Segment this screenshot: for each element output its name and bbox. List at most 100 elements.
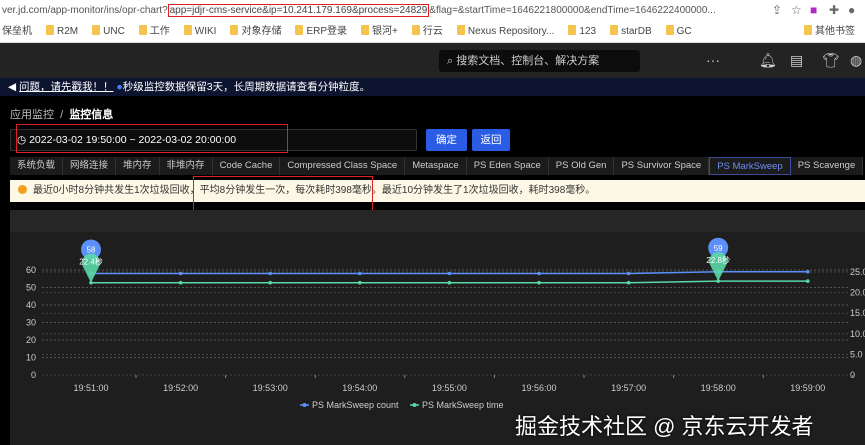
y-right-tick-label: 15.0 [850,308,865,318]
x-tick-label: 19:54:00 [342,383,377,393]
bookmark-item[interactable]: starDB [610,21,652,42]
folder-icon [610,25,619,35]
bookmark-item[interactable]: UNC [92,21,125,42]
url-highlight: app=jdjr-cms-service&ip=10.241.179.169&p… [167,4,430,17]
data-point [716,279,720,283]
bookmark-item[interactable]: 工作 [138,21,170,42]
dot-icon: ● [116,81,123,93]
tab-item[interactable]: Compressed Class Space [280,157,406,175]
legend-label: PS MarkSweep count [312,400,399,410]
bookmark-item[interactable]: 123 [568,21,596,42]
y-left-tick-label: 40 [26,300,36,310]
bookmark-item[interactable]: GC [665,21,692,42]
document-icon[interactable]: ▤ [790,52,804,68]
legend-dot [412,403,417,407]
address-bar[interactable]: ver.jd.com/app-monitor/ins/opr-chart? app… [0,0,865,21]
tab-item[interactable]: PS MarkSweep [709,157,791,175]
data-point [537,280,541,285]
data-point [268,271,273,276]
profile-icon[interactable]: ● [848,3,856,17]
highlight-box [193,176,373,212]
max-marker [708,237,729,258]
clock-icon: ◷ [17,134,30,146]
bookmark-item[interactable]: ERP登录 [295,21,347,42]
folder-icon [138,25,147,35]
folder-icon [568,25,577,35]
data-point [806,269,810,274]
data-point [626,271,631,276]
x-tick-label: 19:55:00 [432,383,467,393]
back-button[interactable]: 返回 [472,129,510,151]
breadcrumb-parent[interactable]: 应用监控 [10,109,54,121]
bookmark-item[interactable]: 对象存储 [230,21,281,42]
notice-text: 秒级监控数据保留3天，长周期数据请查看分钟粒度。 [122,81,371,93]
more-icon[interactable]: ··· [706,52,720,68]
url-prefix: ver.jd.com/app-monitor/ins/opr-chart? [2,5,168,16]
folder-icon [46,25,54,35]
bookmark-item[interactable]: WIKI [183,21,216,42]
notice-link[interactable]: 问题，请先戳我！！ [19,81,114,93]
tab-item[interactable]: 堆内存 [116,157,160,175]
bookmark-item[interactable]: 银河+ [361,21,398,42]
x-tick-label: 19:59:00 [790,383,825,393]
tab-item[interactable]: 网络连接 [63,157,117,175]
tab-item[interactable]: PS Eden Space [467,157,549,175]
legend-label: PS MarkSweep time [422,400,504,410]
bookmark-item[interactable]: 其他书签 [804,21,855,42]
puzzle-icon[interactable]: ✚ [829,3,840,17]
marker-label: 22.4秒 [79,257,103,267]
folder-icon [361,25,370,35]
extension-icon[interactable]: ■ [810,3,818,17]
tab-item[interactable]: Metaspace [405,157,467,175]
folder-icon [804,25,812,35]
date-range-picker[interactable]: ◷ 2022-03-02 19:50:00 ~ 2022-03-02 20:00… [10,129,417,151]
y-left-tick-label: 50 [26,283,36,293]
value-marker [82,253,100,283]
value-marker [709,251,728,282]
top-header [0,43,865,78]
bookmark-item[interactable]: R2M [46,21,78,42]
legend-dot [302,403,307,407]
bell-icon[interactable]: 🔔︎ [759,52,777,68]
warning-icon [18,185,27,194]
bookmark-item[interactable]: 保垒机 [2,26,32,37]
data-point [358,280,362,285]
y-right-tick-label: 10.0 [850,329,865,339]
x-tick-label: 19:52:00 [163,383,198,393]
data-point [806,279,810,283]
confirm-button[interactable]: 确定 [426,129,467,151]
marker-label: 58 [87,246,96,255]
watermark: 掘金技术社区 @ 京东云开发者 [515,414,814,439]
data-point [178,271,183,276]
star-icon[interactable]: ☆ [791,3,802,17]
tab-item[interactable]: PS Old Gen [549,157,615,175]
x-tick-label: 19:51:00 [73,383,108,393]
search-icon: ⌕ [447,55,457,67]
folder-icon [295,25,304,35]
x-tick-label: 19:57:00 [611,383,646,393]
tab-item[interactable]: 非堆内存 [160,157,213,175]
data-point [447,271,452,276]
folder-icon [183,25,192,35]
marker-label: 22.8秒 [706,255,730,265]
data-point [268,280,273,285]
breadcrumb-current: 监控信息 [69,109,114,121]
data-point [358,271,362,276]
notice-bar: ◀ 问题，请先戳我！！ ●秒级监控数据保留3天，长周期数据请查看分钟粒度。 [0,78,865,96]
x-tick-label: 19:58:00 [701,383,736,393]
y-left-tick-label: 20 [26,335,36,345]
bookmark-item[interactable]: 行云 [411,21,443,42]
x-tick-label: 19:56:00 [521,383,556,393]
share-icon[interactable]: ⇪ [772,3,783,17]
globe-icon[interactable]: ◍ [850,52,863,68]
shirt-icon[interactable]: 👕︎ [822,52,840,68]
tab-item[interactable]: PS Scavenge [791,157,864,175]
tab-item[interactable]: Code Cache [213,157,281,175]
tab-item[interactable]: PS Survivor Space [614,157,710,175]
tab-item[interactable]: 系统负载 [10,157,64,175]
highlight-box [16,124,288,153]
url-text: ver.jd.com/app-monitor/ins/opr-chart? app… [2,0,716,21]
search-input[interactable]: ⌕ 搜索文档、控制台、解决方案 [439,50,640,72]
folder-icon [456,25,465,35]
bookmark-item[interactable]: Nexus Repository... [456,21,554,42]
